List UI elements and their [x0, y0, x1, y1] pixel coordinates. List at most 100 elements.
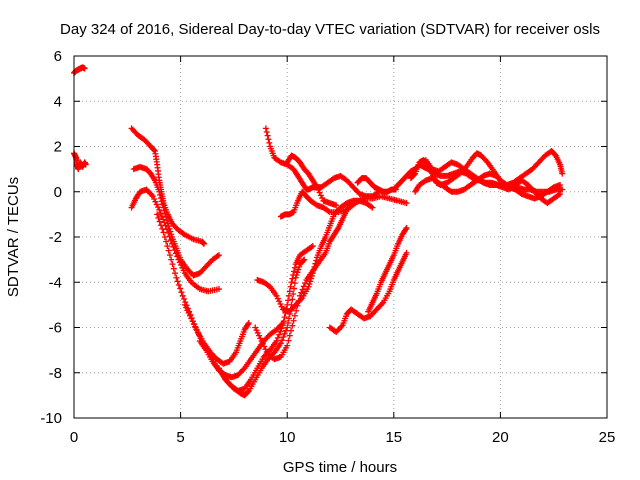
data-point-marker: [313, 257, 320, 264]
data-series: [254, 197, 376, 315]
data-point-marker: [403, 224, 410, 231]
data-point-marker: [262, 346, 269, 353]
data-point-marker: [214, 253, 221, 260]
data-point-marker: [179, 292, 186, 299]
data-point-marker: [258, 338, 265, 345]
data-point-marker: [281, 314, 288, 321]
data-point-marker: [309, 243, 316, 250]
y-tick-label: 6: [54, 48, 62, 65]
data-point-marker: [325, 208, 332, 215]
data-point-marker: [165, 247, 172, 254]
data-point-marker: [284, 301, 291, 308]
data-point-marker: [170, 265, 177, 272]
data-point-marker: [152, 198, 159, 205]
data-point-marker: [157, 210, 164, 217]
data-point-marker: [169, 240, 176, 247]
data-point-marker: [278, 325, 285, 332]
data-point-marker: [244, 388, 251, 395]
data-series: [181, 301, 252, 367]
data-point-marker: [264, 132, 271, 139]
data-point-marker: [368, 203, 375, 210]
data-point-marker: [296, 263, 303, 270]
data-point-marker: [290, 272, 297, 279]
data-point-marker: [287, 283, 294, 290]
data-point-marker: [158, 213, 165, 220]
data-point-marker: [288, 279, 295, 286]
plot-frame: [73, 55, 608, 419]
data-point-marker: [559, 186, 566, 193]
data-point-marker: [312, 260, 319, 267]
data-point-marker: [291, 285, 298, 292]
data-point-marker: [277, 340, 284, 347]
data-point-marker: [172, 250, 179, 257]
axis-ticks: [73, 55, 608, 419]
data-point-marker: [369, 204, 376, 211]
data-point-marker: [254, 329, 261, 336]
y-tick-label: -8: [49, 365, 62, 382]
data-point-marker: [174, 278, 181, 285]
data-point-marker: [161, 234, 168, 240]
data-point-marker: [151, 147, 158, 154]
data-point-marker: [403, 200, 410, 207]
data-point-marker: [161, 207, 168, 214]
data-point-marker: [290, 291, 297, 298]
data-point-marker: [286, 288, 293, 295]
data-point-marker: [291, 280, 298, 287]
y-tick-label: -10: [40, 410, 62, 427]
y-tick-label: 2: [54, 139, 62, 156]
data-point-marker: [285, 319, 292, 326]
data-point-marker: [298, 289, 305, 296]
data-point-marker: [156, 188, 163, 195]
data-point-marker: [262, 125, 269, 132]
data-point-marker: [167, 237, 174, 244]
data-point-marker: [178, 289, 185, 296]
data-point-marker: [306, 281, 313, 288]
data-point-marker: [163, 238, 170, 245]
data-point-marker: [309, 270, 316, 277]
data-point-marker: [291, 268, 298, 275]
data-point-marker: [317, 192, 324, 199]
y-tick-label: 0: [54, 184, 62, 201]
data-point-marker: [160, 204, 167, 211]
data-point-marker: [185, 310, 192, 317]
data-point-marker: [308, 275, 315, 282]
data-point-marker: [288, 327, 295, 334]
data-point-marker: [151, 195, 158, 202]
data-point-marker: [173, 274, 180, 281]
data-point-marker: [274, 334, 281, 341]
data-point-marker: [256, 332, 263, 339]
data-point-marker: [289, 275, 296, 282]
data-point-marker: [280, 334, 287, 341]
data-point-marker: [300, 257, 307, 264]
data-point-marker: [314, 184, 321, 191]
data-point-marker: [289, 322, 296, 329]
y-tick-labels: -10 -8 -6 -4 -2 0 2 4 6: [40, 48, 62, 427]
data-series: [365, 224, 410, 315]
data-point-marker: [289, 296, 296, 303]
data-series: [71, 64, 88, 76]
data-point-marker: [333, 202, 340, 209]
data-point-marker: [189, 318, 196, 325]
data-point-marker: [282, 327, 289, 334]
data-series: [412, 170, 564, 202]
data-point-marker: [559, 170, 566, 177]
data-point-marker: [149, 193, 156, 200]
data-point-marker: [162, 210, 169, 217]
x-axis-label: GPS time / hours: [283, 459, 397, 476]
data-point-marker: [177, 285, 184, 292]
data-point-marker: [301, 256, 308, 263]
grid: [74, 56, 607, 418]
data-point-marker: [215, 252, 222, 259]
data-point-marker: [201, 240, 208, 247]
data-point-marker: [403, 249, 410, 256]
data-point-marker: [315, 186, 322, 193]
data-point-marker: [273, 292, 280, 299]
data-point-marker: [259, 340, 266, 347]
data-point-marker: [175, 281, 182, 288]
data-series: [128, 186, 222, 295]
chart-title: Day 324 of 2016, Sidereal Day-to-day VTE…: [60, 21, 600, 38]
data-point-marker: [157, 195, 164, 202]
x-tick-label: 20: [492, 429, 509, 446]
data-series: [326, 249, 410, 336]
data-point-marker: [153, 201, 160, 208]
